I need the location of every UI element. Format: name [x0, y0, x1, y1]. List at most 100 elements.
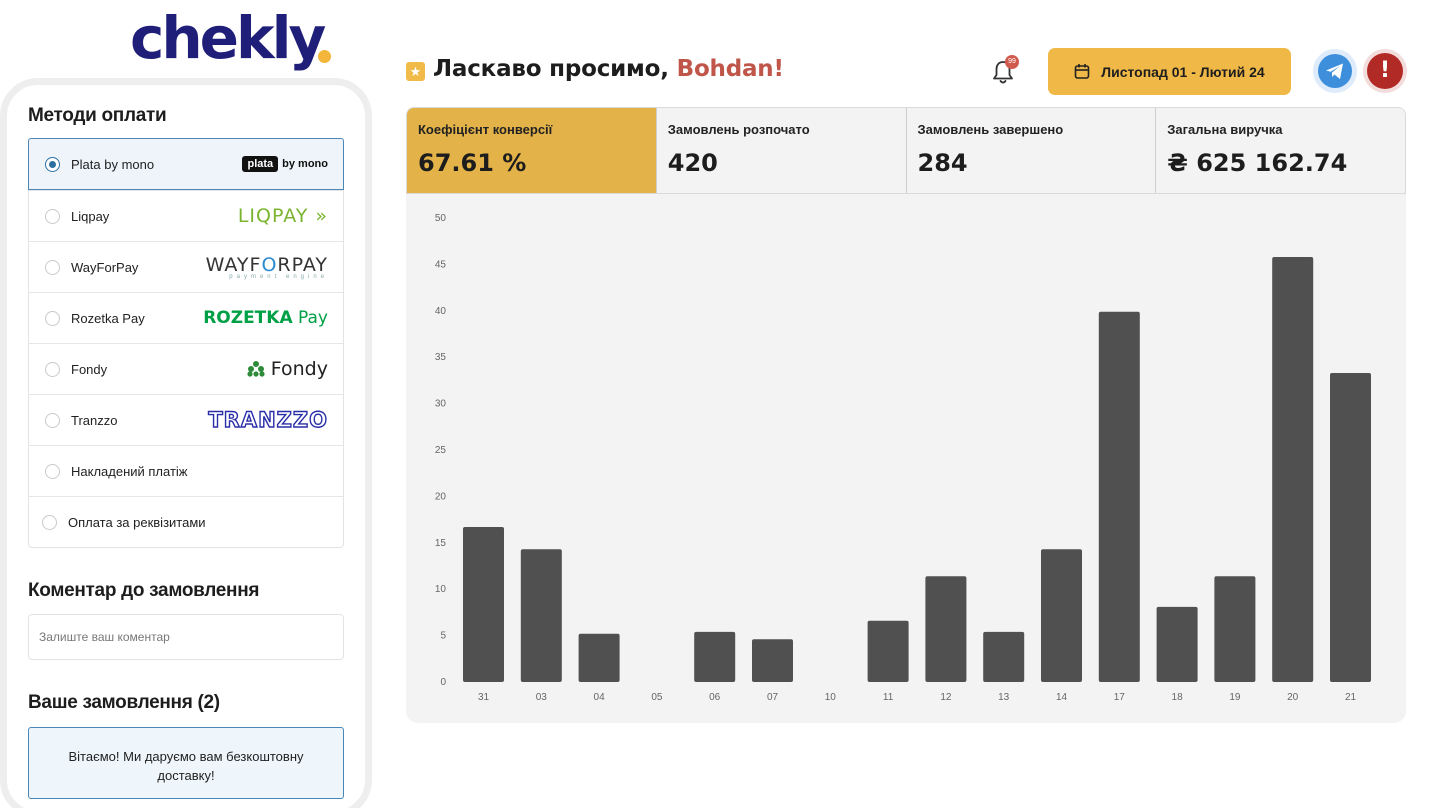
x-tick-label: 19: [1229, 692, 1241, 703]
stat-label: Коефіцієнт конверсії: [418, 122, 553, 137]
stats-bar: Коефіцієнт конверсії 67.61 % Замовлень р…: [406, 107, 1406, 194]
chart-bar[interactable]: [867, 620, 909, 682]
radio-button[interactable]: [45, 412, 60, 428]
orders-chart-panel: 0 5 10 15 20 25 30 35 40 45 50 31 03 04 05 06 07 10 11 12 13…: [406, 194, 1406, 723]
payment-method-label: Накладений платіж: [71, 463, 188, 479]
stat-label: Замовлень завершено: [917, 122, 1064, 137]
payment-method-label: Plata by mono: [71, 156, 155, 172]
x-tick-label: 21: [1345, 692, 1357, 703]
payment-method-label: Fondy: [71, 361, 108, 377]
payment-method-fondy[interactable]: Fondy Fondy: [29, 343, 343, 394]
x-tick-label: 31: [478, 692, 490, 703]
radio-button[interactable]: [45, 208, 60, 224]
radio-button[interactable]: [42, 514, 57, 530]
y-tick-label: 35: [435, 352, 447, 363]
payment-method-bank-transfer[interactable]: Оплата за реквізитами: [29, 496, 343, 547]
logo-dot: [318, 50, 331, 63]
y-tick-label: 0: [440, 677, 446, 688]
y-tick-label: 20: [435, 491, 447, 502]
fondy-logo: Fondy: [247, 358, 328, 380]
radio-button-selected[interactable]: [45, 156, 60, 172]
user-name: Bohdan!: [676, 56, 784, 82]
alert-button[interactable]: !: [1363, 49, 1407, 93]
x-tick-label: 17: [1114, 692, 1126, 703]
x-tick-label: 14: [1056, 692, 1068, 703]
checkout-phone-mock: Методи оплати Plata by mono plata by mon…: [0, 78, 372, 808]
tranzzo-logo: TRANZZO: [208, 407, 328, 432]
chart-bar[interactable]: [578, 633, 620, 682]
chart-bar[interactable]: [983, 631, 1025, 682]
chart-bar[interactable]: [1041, 549, 1082, 682]
star-icon: ★: [406, 62, 425, 81]
y-tick-label: 15: [435, 538, 447, 549]
wayforpay-logo: WAYFORPAY payment engine: [206, 254, 328, 280]
stat-value: ₴ 625 162.74: [1167, 149, 1348, 177]
x-tick-label: 18: [1172, 692, 1184, 703]
stat-label: Загальна виручка: [1167, 122, 1283, 137]
fondy-dots-icon: [247, 361, 265, 377]
telegram-button[interactable]: [1313, 49, 1357, 93]
payment-method-tranzzo[interactable]: Tranzzo TRANZZO: [29, 394, 343, 445]
chart-bar[interactable]: [1272, 256, 1314, 682]
stat-orders-completed: Замовлень завершено 284: [905, 108, 1156, 193]
chart-bar[interactable]: [1214, 576, 1256, 682]
plata-logo-part: plata: [242, 156, 279, 172]
chart-bar[interactable]: [1156, 606, 1198, 682]
y-tick-label: 10: [435, 584, 447, 595]
calendar-icon: [1074, 64, 1090, 79]
chart-bar[interactable]: [925, 576, 967, 682]
greeting-text: Ласкаво просимо,: [433, 56, 669, 82]
radio-button[interactable]: [45, 361, 60, 377]
x-tick-label: 11: [883, 692, 894, 703]
chart-bar[interactable]: [752, 639, 793, 682]
radio-button[interactable]: [45, 259, 60, 275]
chart-bar[interactable]: [1098, 311, 1140, 682]
chekly-logo: chekly: [130, 4, 326, 72]
x-tick-label: 03: [536, 692, 548, 703]
x-tick-label: 06: [709, 692, 721, 703]
y-tick-label: 30: [435, 399, 447, 410]
rozetka-pay-logo: ROZETKA Pay: [203, 308, 328, 328]
wayforpay-logo-text: WAYFORPAY: [205, 254, 328, 276]
telegram-icon: [1318, 54, 1352, 88]
y-tick-label: 25: [435, 445, 447, 456]
payment-method-label: Tranzzo: [71, 412, 118, 428]
stat-value: 67.61 %: [418, 149, 527, 177]
x-tick-label: 13: [998, 692, 1010, 703]
payment-method-label: Liqpay: [71, 208, 110, 224]
comment-input[interactable]: Залиште ваш коментар: [28, 614, 344, 660]
chart-bar[interactable]: [1330, 372, 1371, 682]
date-range-label: Листопад 01 - Лютий 24: [1101, 63, 1265, 80]
payment-method-label: Rozetka Pay: [71, 310, 145, 326]
payment-method-rozetka-pay[interactable]: Rozetka Pay ROZETKA Pay: [29, 292, 343, 343]
radio-button[interactable]: [45, 310, 60, 326]
date-range-button[interactable]: Листопад 01 - Лютий 24: [1048, 48, 1291, 95]
payment-method-cash-on-delivery[interactable]: Накладений платіж: [29, 445, 343, 496]
payment-method-plata-by-mono[interactable]: Plata by mono plata by mono: [28, 138, 344, 190]
x-tick-label: 12: [940, 692, 952, 703]
x-tick-label: 07: [767, 692, 779, 703]
chart-bar[interactable]: [520, 549, 562, 682]
plata-by-mono-logo: plata by mono: [242, 156, 328, 172]
payment-method-label: Оплата за реквізитами: [68, 514, 206, 530]
chart-bar[interactable]: [694, 631, 736, 682]
chart-bar[interactable]: [463, 527, 504, 682]
notification-badge: 99: [1005, 55, 1019, 69]
order-title: Ваше замовлення (2): [28, 692, 220, 713]
fondy-logo-text: Fondy: [270, 358, 328, 380]
exclamation-icon: !: [1367, 53, 1403, 89]
x-tick-label: 20: [1287, 692, 1299, 703]
free-delivery-banner: Вітаємо! Ми даруємо вам безкоштовну дост…: [28, 727, 344, 799]
payment-method-wayforpay[interactable]: WayForPay WAYFORPAY payment engine: [29, 241, 343, 292]
stat-value: 284: [917, 149, 968, 177]
x-tick-label: 10: [825, 692, 837, 703]
y-tick-label: 50: [435, 213, 447, 224]
x-tick-label: 05: [651, 692, 663, 703]
checkout-content: Методи оплати Plata by mono plata by mon…: [28, 105, 344, 799]
payment-method-liqpay[interactable]: Liqpay LIQPAY »: [29, 190, 343, 241]
y-tick-label: 5: [440, 631, 446, 642]
y-tick-label: 45: [435, 259, 447, 270]
payment-method-label: WayForPay: [71, 259, 139, 275]
radio-button[interactable]: [45, 463, 60, 479]
